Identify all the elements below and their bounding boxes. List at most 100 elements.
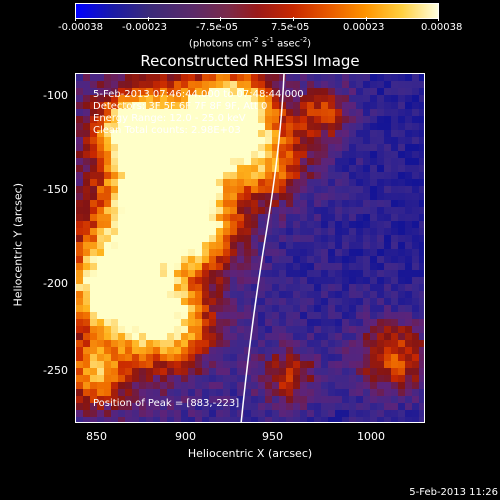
heatmap-pixel bbox=[132, 305, 139, 312]
heatmap-pixel bbox=[76, 333, 83, 340]
heatmap-pixel bbox=[132, 382, 139, 389]
heatmap-pixel bbox=[342, 158, 349, 165]
heatmap-pixel bbox=[265, 109, 272, 116]
heatmap-pixel bbox=[321, 333, 328, 340]
heatmap-pixel bbox=[321, 186, 328, 193]
heatmap-pixel bbox=[349, 88, 356, 95]
heatmap-pixel bbox=[90, 249, 97, 256]
heatmap-pixel bbox=[412, 382, 419, 389]
heatmap-pixel bbox=[118, 172, 125, 179]
heatmap-pixel bbox=[230, 200, 237, 207]
heatmap-pixel bbox=[188, 74, 195, 81]
heatmap-pixel bbox=[167, 207, 174, 214]
heatmap-pixel bbox=[300, 228, 307, 235]
heatmap-pixel bbox=[174, 340, 181, 347]
heatmap-pixel bbox=[230, 214, 237, 221]
heatmap-pixel bbox=[412, 137, 419, 144]
heatmap-pixel bbox=[314, 193, 321, 200]
heatmap-pixel bbox=[202, 151, 209, 158]
heatmap-pixel bbox=[356, 214, 363, 221]
heatmap-pixel bbox=[111, 284, 118, 291]
heatmap-pixel bbox=[223, 368, 230, 375]
heatmap-pixel bbox=[321, 81, 328, 88]
heatmap-pixel bbox=[104, 333, 111, 340]
heatmap-pixel bbox=[83, 200, 90, 207]
heatmap-pixel bbox=[384, 263, 391, 270]
heatmap-pixel bbox=[384, 333, 391, 340]
heatmap-pixel bbox=[202, 179, 209, 186]
heatmap-pixel bbox=[216, 333, 223, 340]
heatmap-pixel bbox=[146, 326, 153, 333]
heatmap-pixel bbox=[118, 214, 125, 221]
heatmap-pixel bbox=[83, 109, 90, 116]
heatmap-pixel bbox=[405, 151, 412, 158]
heatmap-pixel bbox=[251, 249, 258, 256]
heatmap-pixel bbox=[174, 102, 181, 109]
heatmap-pixel bbox=[412, 410, 419, 417]
heatmap-pixel bbox=[216, 116, 223, 123]
heatmap-pixel bbox=[244, 102, 251, 109]
heatmap-pixel bbox=[258, 123, 265, 130]
heatmap-pixel bbox=[111, 144, 118, 151]
heatmap-pixel bbox=[307, 319, 314, 326]
heatmap-pixel bbox=[111, 137, 118, 144]
heatmap-pixel bbox=[188, 172, 195, 179]
heatmap-pixel bbox=[139, 340, 146, 347]
heatmap-pixel bbox=[314, 410, 321, 417]
heatmap-pixel bbox=[209, 116, 216, 123]
heatmap-pixel bbox=[314, 81, 321, 88]
heatmap-pixel bbox=[412, 214, 419, 221]
heatmap-pixel bbox=[398, 151, 405, 158]
heatmap-pixel bbox=[167, 361, 174, 368]
heatmap-pixel bbox=[223, 382, 230, 389]
heatmap-pixel bbox=[258, 403, 265, 410]
heatmap-pixel bbox=[370, 361, 377, 368]
heatmap-pixel bbox=[363, 74, 370, 81]
heatmap-pixel bbox=[244, 312, 251, 319]
heatmap-pixel bbox=[370, 333, 377, 340]
heatmap-pixel bbox=[223, 242, 230, 249]
heatmap-pixel bbox=[293, 95, 300, 102]
heatmap-pixel bbox=[363, 410, 370, 417]
heatmap-pixel bbox=[209, 151, 216, 158]
heatmap-pixel bbox=[167, 123, 174, 130]
heatmap-pixel bbox=[223, 235, 230, 242]
heatmap-pixel bbox=[223, 340, 230, 347]
heatmap-pixel bbox=[293, 382, 300, 389]
heatmap-pixel bbox=[272, 354, 279, 361]
heatmap-pixel bbox=[356, 375, 363, 382]
heatmap-pixel bbox=[76, 179, 83, 186]
heatmap-pixel bbox=[76, 354, 83, 361]
heatmap-pixel bbox=[195, 165, 202, 172]
heatmap-pixel bbox=[293, 123, 300, 130]
heatmap-pixel bbox=[258, 109, 265, 116]
heatmap-pixel bbox=[349, 214, 356, 221]
heatmap-pixel bbox=[391, 326, 398, 333]
heatmap-pixel bbox=[104, 375, 111, 382]
heatmap-pixel bbox=[412, 270, 419, 277]
heatmap-pixel bbox=[83, 221, 90, 228]
heatmap-pixel bbox=[83, 403, 90, 410]
heatmap-pixel bbox=[202, 361, 209, 368]
heatmap-pixel bbox=[384, 214, 391, 221]
heatmap-pixel bbox=[307, 389, 314, 396]
heatmap-pixel bbox=[405, 235, 412, 242]
heatmap-pixel bbox=[307, 312, 314, 319]
heatmap-pixel bbox=[265, 193, 272, 200]
heatmap-pixel bbox=[363, 193, 370, 200]
heatmap-pixel bbox=[90, 88, 97, 95]
heatmap-pixel bbox=[146, 158, 153, 165]
heatmap-pixel bbox=[412, 172, 419, 179]
heatmap-pixel bbox=[370, 221, 377, 228]
heatmap-pixel bbox=[391, 347, 398, 354]
heatmap-pixel bbox=[363, 403, 370, 410]
heatmap-pixel bbox=[272, 284, 279, 291]
heatmap-pixel bbox=[167, 263, 174, 270]
heatmap-pixel bbox=[349, 298, 356, 305]
heatmap-pixel bbox=[293, 403, 300, 410]
heatmap-pixel bbox=[328, 137, 335, 144]
heatmap-pixel bbox=[90, 228, 97, 235]
heatmap-pixel bbox=[160, 382, 167, 389]
heatmap-pixel bbox=[251, 137, 258, 144]
heatmap-pixel bbox=[111, 123, 118, 130]
